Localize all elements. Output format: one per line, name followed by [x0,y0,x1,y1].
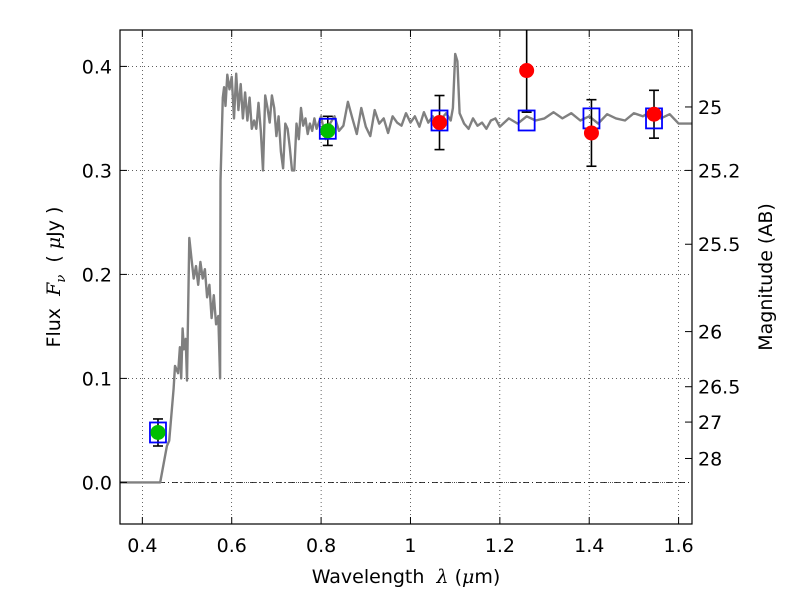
right-tick-label: 25.2 [698,160,740,182]
right-tick-label: 28 [698,448,722,470]
x-label-unit-symbol: μ [462,566,474,588]
x-tick-label: 1.4 [574,535,604,557]
y-label-subscript: ν [54,275,69,283]
x-tick-labels: 0.4 0.6 0.8 1 1.2 1.4 1.6 [127,535,693,557]
y-label-unit-symbol: μ [43,237,65,249]
right-axis-label: Magnitude (AB) [755,203,777,351]
right-tick-label: 25.5 [698,234,740,256]
x-axis-label: Wavelength λ (μm) [312,566,501,588]
x-label-prefix: Wavelength [312,566,437,588]
x-label-unit-rest: m) [474,566,500,588]
right-magnitude-tick-labels: 25 25.2 25.5 26 26.5 27 28 [698,97,740,471]
y-tick-label: 0.2 [82,264,112,286]
y-label-unit-open: ( [43,249,65,275]
right-tick-label: 25 [698,97,722,119]
model-square-marker [318,117,337,140]
observed-circle-marker [646,106,662,122]
observed-circle-marker [432,115,448,131]
y-tick-label: 0.1 [82,368,112,390]
model-square-marker [149,421,167,444]
x-tick-label: 0.6 [217,535,247,557]
right-tick-label: 27 [698,412,722,434]
x-label-symbol: λ [436,566,449,588]
observed-circle-marker [583,125,599,141]
observed-photometry [150,63,662,440]
x-label-unit-open: ( [449,566,462,588]
model-square-marker [517,109,536,132]
spectrum-line [120,52,692,484]
x-tick-label: 0.8 [306,535,336,557]
x-tick-label: 1.6 [663,535,693,557]
y-tick-label: 0.4 [82,56,112,78]
y-label-unit-rest: Jy ) [43,207,65,238]
plot-frame [119,29,693,525]
y-label-prefix: Flux [43,296,65,348]
y-tick-label: 0.3 [82,160,112,182]
x-tick-label: 1 [404,535,416,557]
x-tick-label: 0.4 [127,535,157,557]
y-tick-labels: 0.0 0.1 0.2 0.3 0.4 [82,56,112,494]
grid-lines [120,30,692,524]
template-spectrum [120,52,692,484]
observed-circle-marker [320,123,336,139]
y-label-symbol: F [43,282,65,297]
y-tick-label: 0.0 [82,472,112,494]
observed-circle-marker [150,424,166,440]
y-axis-label: Flux Fν ( μJy ) [43,207,69,348]
x-tick-label: 1.2 [485,535,515,557]
right-tick-label: 26.5 [698,377,740,399]
model-square-marker [430,109,449,132]
observed-circle-marker [519,63,535,79]
model-photometry [149,107,663,444]
axis-ticks [120,30,692,524]
right-tick-label: 26 [698,322,722,344]
